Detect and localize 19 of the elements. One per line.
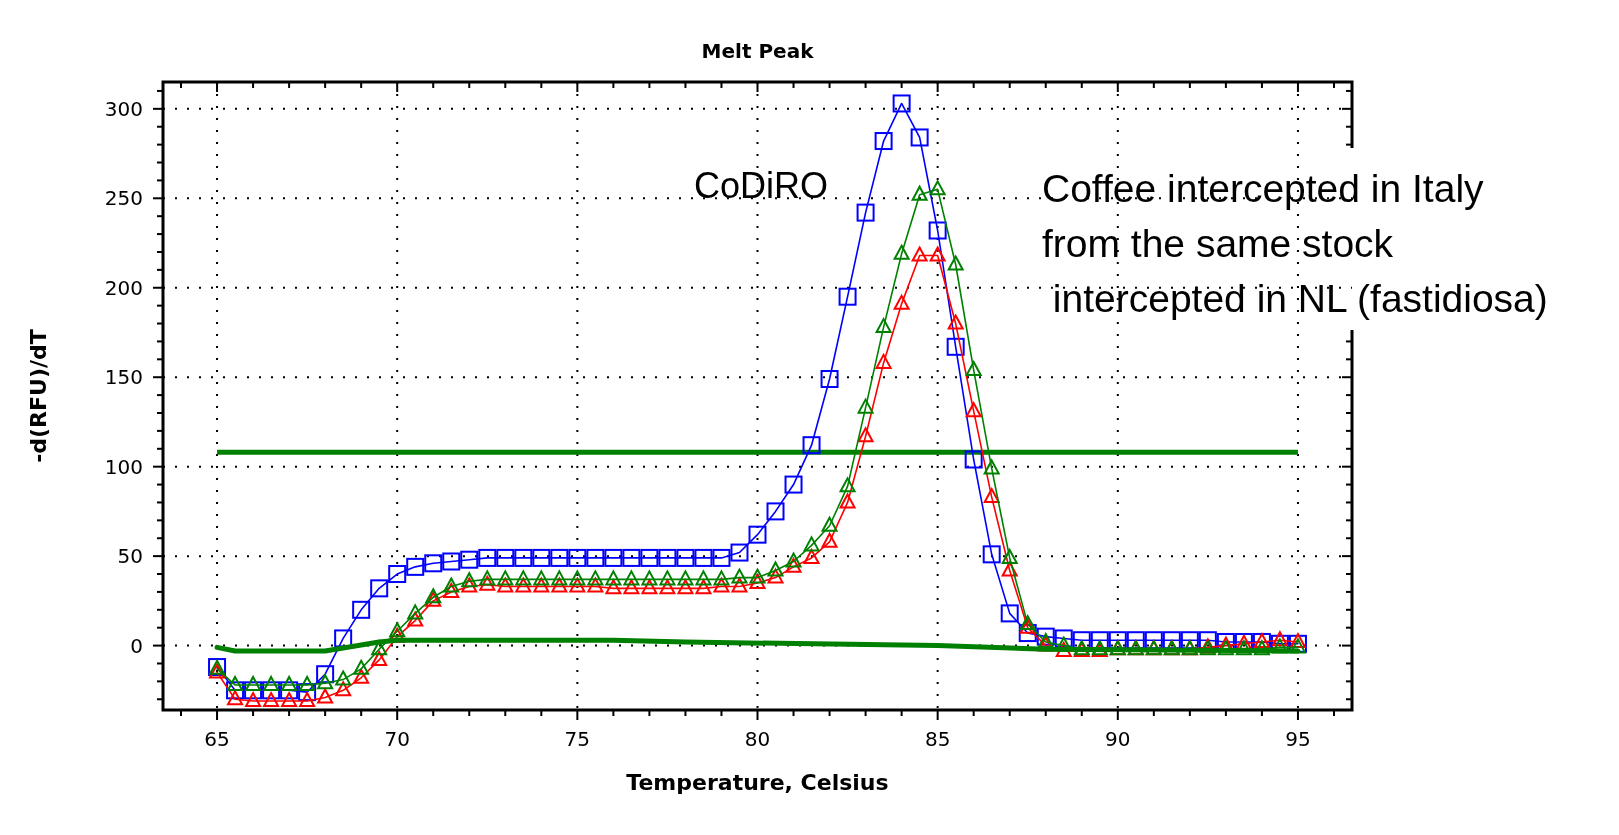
x-tick-label: 85 xyxy=(924,727,951,751)
chart-title: Melt Peak xyxy=(701,39,815,63)
y-tick-label: 300 xyxy=(104,96,143,121)
y-axis-title: -d(RFU)/dT xyxy=(26,329,51,463)
x-tick-label: 95 xyxy=(1285,727,1311,751)
x-tick-label: 70 xyxy=(384,727,410,751)
y-tick-label: 250 xyxy=(104,186,143,211)
x-tick-label: 80 xyxy=(744,727,771,751)
x-tick-label: 90 xyxy=(1105,727,1131,751)
x-tick-label: 65 xyxy=(204,727,230,751)
x-axis-title: Temperature, Celsius xyxy=(626,770,889,795)
series-label: CoDiRO xyxy=(694,165,829,207)
y-tick-label: 100 xyxy=(104,454,143,479)
y-tick-label: 0 xyxy=(130,633,143,658)
annotation: Coffee intercepted in Italy from the same stock intercepted in NL (fastidiosa) xyxy=(1042,167,1548,320)
y-tick-label: 150 xyxy=(104,365,143,390)
y-tick-label: 200 xyxy=(104,275,143,300)
y-tick-label: 50 xyxy=(117,544,143,569)
x-tick-label: 75 xyxy=(564,727,591,751)
